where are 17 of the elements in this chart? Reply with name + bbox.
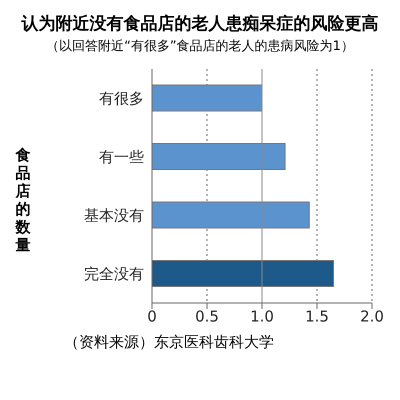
bar [152,260,334,287]
y-tick-label: 基本没有 [84,206,144,225]
y-tick-label: 完全没有 [84,265,144,284]
x-tick-label: 2.0 [360,308,384,326]
x-tick-label: 0.5 [195,308,219,326]
y-tick-label: 有一些 [99,148,144,166]
chart-subtitle: （以回答附近“有很多”食品店的老人的患病风险为1） [45,38,355,55]
text: （资料来源）东京医科齿科大学 [64,333,275,352]
chart-title: 认为附近没有食品店的老人患痴呆症的风险更高 [20,13,380,35]
x-tick-label: 0 [147,308,157,326]
y-tick-label: 有很多 [99,90,144,108]
bar [152,202,310,228]
x-tick-label: 1.0 [250,308,274,326]
bar [152,84,262,112]
bar [152,143,286,170]
x-tick-label: 1.5 [305,308,329,326]
y-axis-title: 食品店的数量 [14,146,32,254]
